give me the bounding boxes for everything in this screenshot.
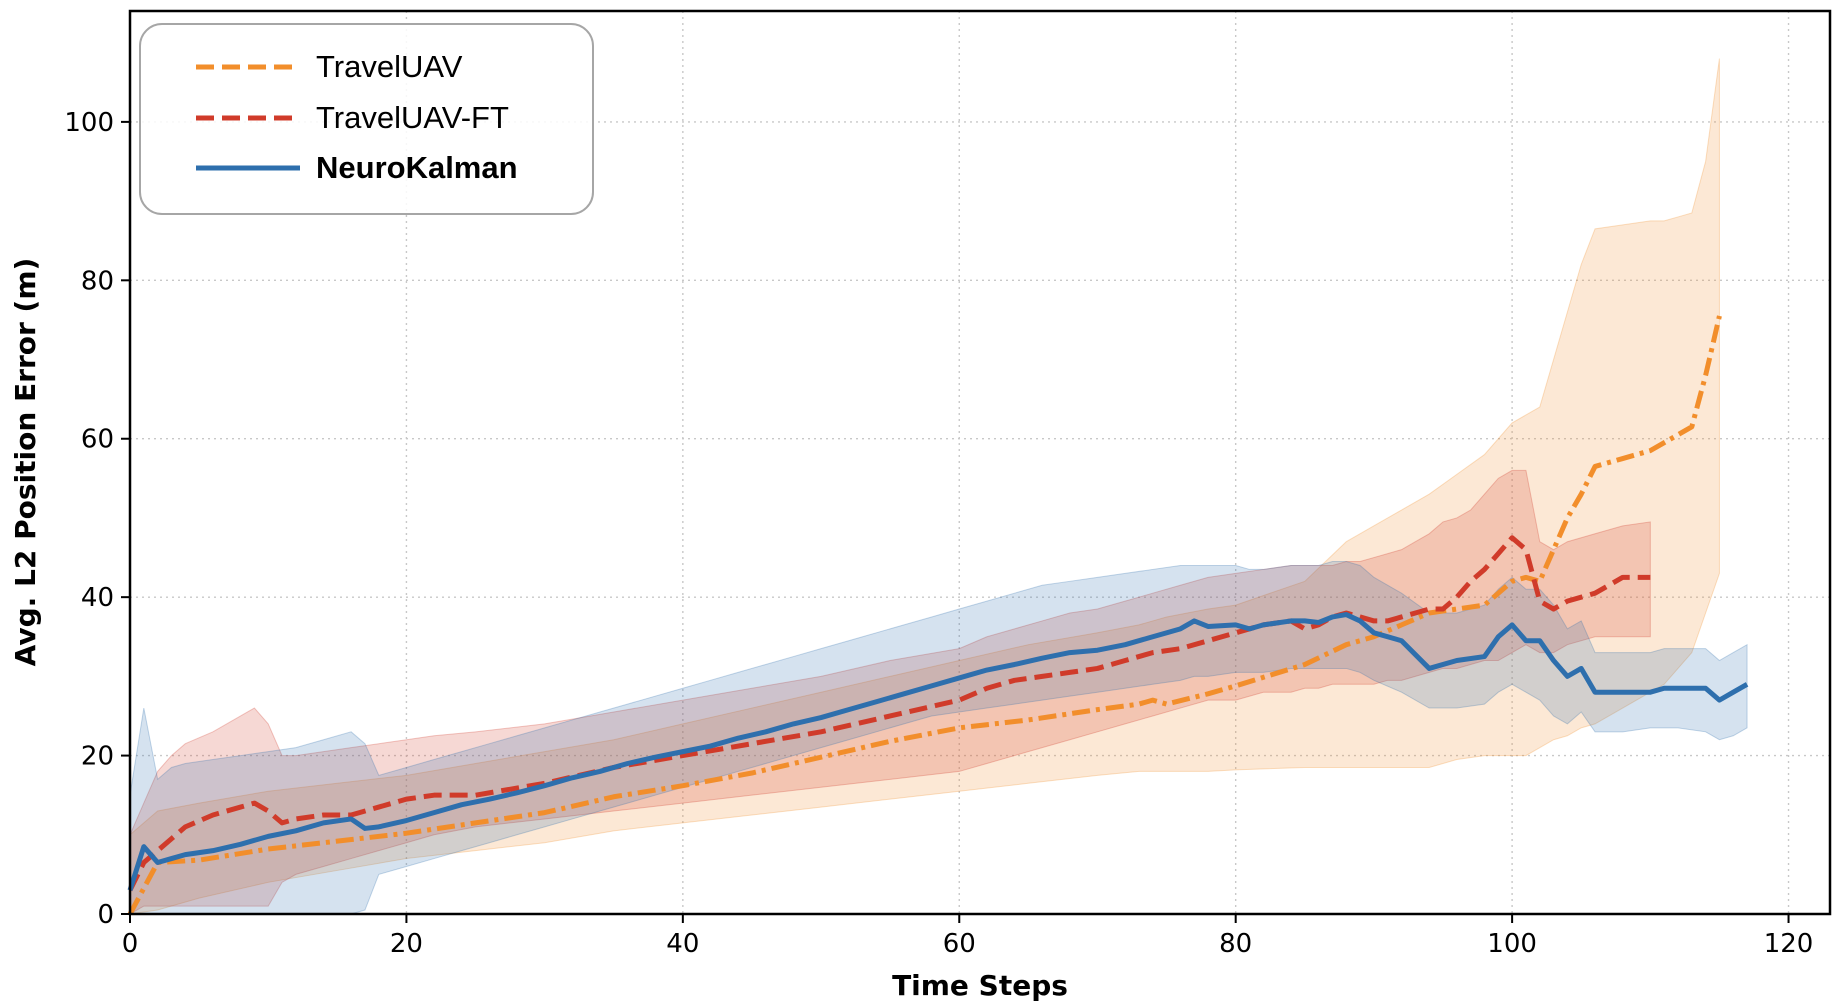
band-traveluav-ft bbox=[129, 469, 1651, 915]
y-axis-title: Avg. L2 Position Error (m) bbox=[9, 258, 42, 667]
y-tick-label: 80 bbox=[81, 266, 114, 296]
x-tick-label: 60 bbox=[943, 929, 976, 959]
y-tick-label: 20 bbox=[81, 742, 114, 772]
confidence-bands bbox=[129, 58, 1748, 915]
y-tick-label: 100 bbox=[64, 108, 114, 138]
series-line-traveluav-ft bbox=[127, 535, 1651, 892]
grid-lines bbox=[130, 11, 1830, 914]
x-tick-label: 20 bbox=[390, 929, 423, 959]
band-neurokalman bbox=[129, 561, 1748, 915]
series-line-traveluav bbox=[127, 315, 1722, 916]
legend-label-travel-uav: TravelUAV bbox=[316, 49, 463, 84]
series-line-neurokalman bbox=[127, 612, 1749, 891]
series-lines bbox=[127, 315, 1749, 916]
x-tick-label: 120 bbox=[1764, 929, 1814, 959]
x-tick-label: 0 bbox=[122, 929, 139, 959]
x-tick-label: 40 bbox=[666, 929, 699, 959]
x-axis-title: Time Steps bbox=[892, 969, 1068, 1002]
y-tick-label: 0 bbox=[97, 900, 114, 930]
plot-frame bbox=[128, 9, 1832, 916]
x-tick-label: 100 bbox=[1487, 929, 1537, 959]
y-tick-label: 60 bbox=[81, 425, 114, 455]
y-tick-label: 40 bbox=[81, 583, 114, 613]
axis-ticks: 0 20 40 60 80 100 120 0 20 40 60 80 100 bbox=[64, 108, 1813, 959]
legend-label-neurokalman: NeuroKalman bbox=[316, 150, 518, 185]
legend-label-travel-uav-ft: TravelUAV-FT bbox=[316, 100, 509, 135]
legend: TravelUAV TravelUAV-FT NeuroKalman bbox=[139, 23, 594, 215]
x-tick-label: 80 bbox=[1219, 929, 1252, 959]
band-traveluav bbox=[129, 58, 1720, 915]
